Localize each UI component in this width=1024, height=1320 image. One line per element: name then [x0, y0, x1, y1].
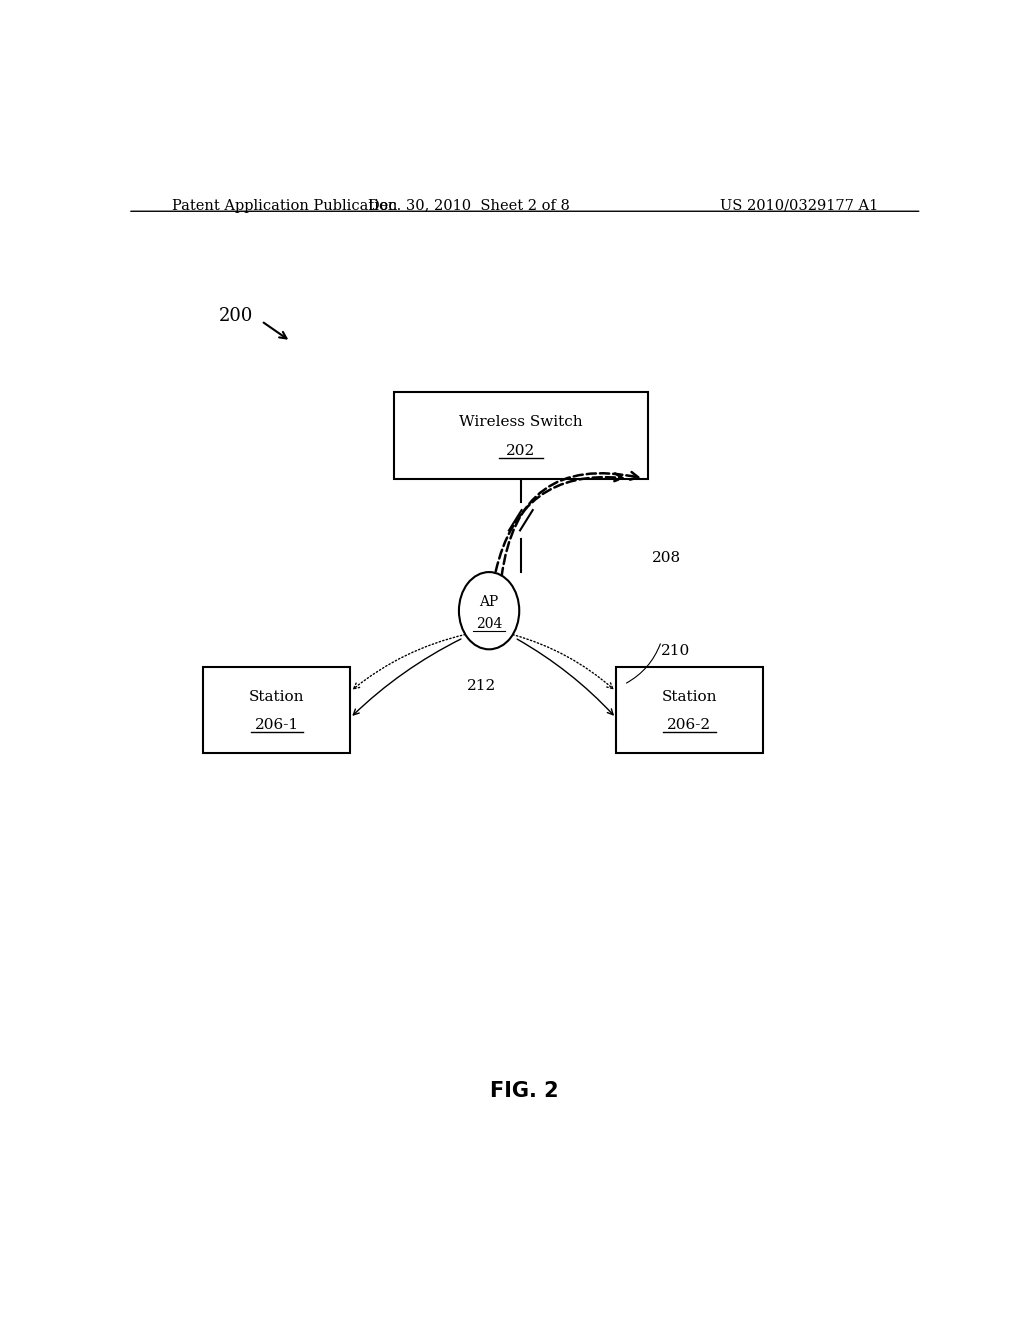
Bar: [394, 392, 648, 479]
Bar: [616, 667, 763, 752]
Bar: [204, 667, 350, 752]
Text: AP: AP: [479, 594, 499, 609]
Text: Wireless Switch: Wireless Switch: [459, 416, 583, 429]
Text: 202: 202: [506, 444, 536, 458]
Text: Station: Station: [249, 689, 304, 704]
Text: 206-1: 206-1: [255, 718, 299, 733]
Text: 208: 208: [652, 550, 681, 565]
Text: Patent Application Publication: Patent Application Publication: [172, 199, 397, 213]
Text: 206-2: 206-2: [668, 718, 712, 733]
Text: 210: 210: [662, 644, 690, 659]
Text: 200: 200: [219, 308, 254, 325]
Text: 204: 204: [476, 616, 503, 631]
Text: Station: Station: [662, 689, 717, 704]
Text: 212: 212: [467, 678, 496, 693]
Text: Dec. 30, 2010  Sheet 2 of 8: Dec. 30, 2010 Sheet 2 of 8: [369, 199, 570, 213]
Circle shape: [459, 572, 519, 649]
Text: US 2010/0329177 A1: US 2010/0329177 A1: [720, 199, 878, 213]
Text: FIG. 2: FIG. 2: [490, 1081, 559, 1101]
